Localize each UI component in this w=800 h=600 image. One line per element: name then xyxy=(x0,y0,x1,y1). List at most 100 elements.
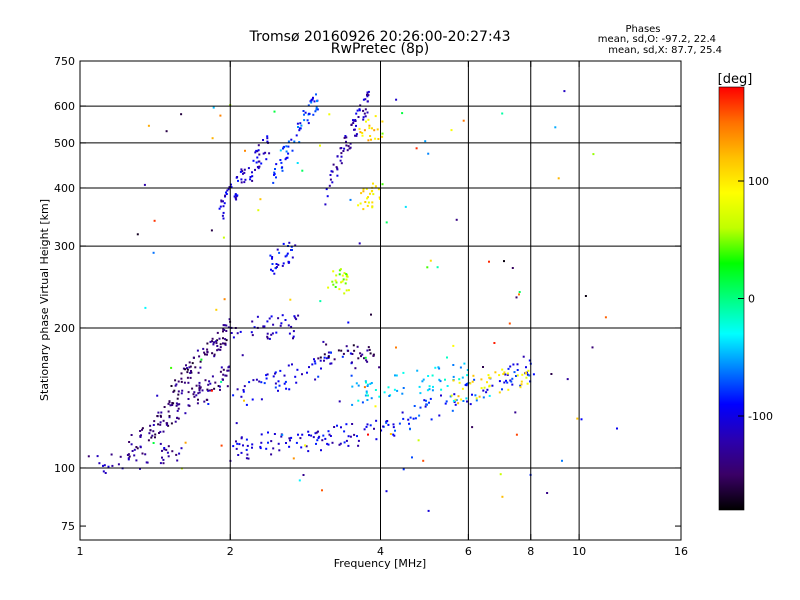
data-point xyxy=(525,376,528,379)
data-point xyxy=(274,382,277,385)
data-point xyxy=(331,441,334,444)
data-point xyxy=(367,118,370,121)
data-point xyxy=(281,314,284,317)
data-point xyxy=(294,375,297,378)
data-point xyxy=(284,380,287,383)
data-point xyxy=(277,380,280,383)
data-point xyxy=(119,455,122,458)
data-point xyxy=(295,381,298,384)
data-point xyxy=(224,342,226,345)
data-point xyxy=(377,188,380,191)
data-point xyxy=(176,416,179,419)
data-point xyxy=(227,369,230,372)
data-point xyxy=(211,137,214,140)
data-point xyxy=(308,366,310,369)
data-point xyxy=(511,377,514,380)
data-point xyxy=(511,267,514,269)
data-point xyxy=(232,445,235,448)
data-point xyxy=(471,380,474,383)
data-point xyxy=(296,368,299,371)
data-point xyxy=(378,395,381,398)
data-point xyxy=(345,278,348,281)
data-point xyxy=(402,417,405,420)
data-point xyxy=(498,391,501,394)
data-point xyxy=(366,385,369,387)
data-point xyxy=(207,383,210,386)
data-point xyxy=(163,447,166,449)
data-point xyxy=(331,181,334,184)
data-point xyxy=(167,402,170,405)
data-point xyxy=(181,389,184,392)
data-point xyxy=(292,337,294,340)
data-point xyxy=(251,320,254,323)
data-point xyxy=(292,330,295,333)
data-point xyxy=(298,479,301,482)
data-point xyxy=(452,344,455,347)
data-point xyxy=(378,196,381,199)
data-point xyxy=(339,159,342,162)
data-point xyxy=(432,385,434,388)
data-point xyxy=(508,322,511,325)
data-point xyxy=(221,214,224,217)
data-point xyxy=(328,184,331,187)
data-point xyxy=(369,135,372,137)
data-point xyxy=(369,382,372,385)
data-point xyxy=(367,139,370,142)
data-point xyxy=(444,378,446,381)
data-point xyxy=(274,168,276,170)
data-point xyxy=(438,367,441,370)
data-point xyxy=(219,388,221,391)
data-point xyxy=(347,444,350,447)
data-point xyxy=(317,430,319,433)
data-point xyxy=(401,112,404,115)
data-point xyxy=(566,378,569,381)
data-point xyxy=(337,349,340,352)
data-point xyxy=(362,188,365,191)
data-point xyxy=(213,387,216,390)
data-point xyxy=(255,161,258,164)
data-point xyxy=(251,446,253,449)
data-point xyxy=(366,197,369,200)
data-point xyxy=(445,400,448,403)
data-point xyxy=(338,288,341,291)
data-point xyxy=(457,402,460,405)
data-point xyxy=(434,366,437,369)
data-point xyxy=(469,382,472,385)
data-point xyxy=(349,142,352,145)
data-point xyxy=(284,255,287,258)
data-point xyxy=(526,382,529,385)
data-point xyxy=(225,374,228,377)
data-point xyxy=(367,433,369,436)
data-point xyxy=(275,266,278,268)
data-point xyxy=(96,455,99,458)
data-point xyxy=(377,138,380,140)
data-point xyxy=(454,398,457,401)
data-point xyxy=(211,352,214,355)
data-point xyxy=(273,272,276,275)
data-point xyxy=(172,390,175,393)
data-point xyxy=(102,464,104,467)
data-point xyxy=(458,378,461,381)
data-point xyxy=(203,400,206,403)
data-point xyxy=(185,364,187,367)
data-point xyxy=(335,166,338,169)
data-point xyxy=(268,337,271,340)
data-point xyxy=(213,353,216,356)
data-point xyxy=(478,395,481,398)
data-point xyxy=(329,362,332,365)
data-point xyxy=(334,279,337,282)
data-point xyxy=(216,331,219,334)
data-point xyxy=(277,442,280,445)
data-point xyxy=(335,274,338,277)
data-point xyxy=(475,399,478,402)
data-point xyxy=(103,464,106,467)
data-point xyxy=(271,257,273,260)
data-point xyxy=(464,384,467,386)
data-point xyxy=(524,371,527,374)
data-point xyxy=(498,374,501,377)
data-point xyxy=(297,433,299,436)
data-point xyxy=(394,374,396,377)
data-point xyxy=(232,394,235,397)
data-point xyxy=(190,370,192,372)
